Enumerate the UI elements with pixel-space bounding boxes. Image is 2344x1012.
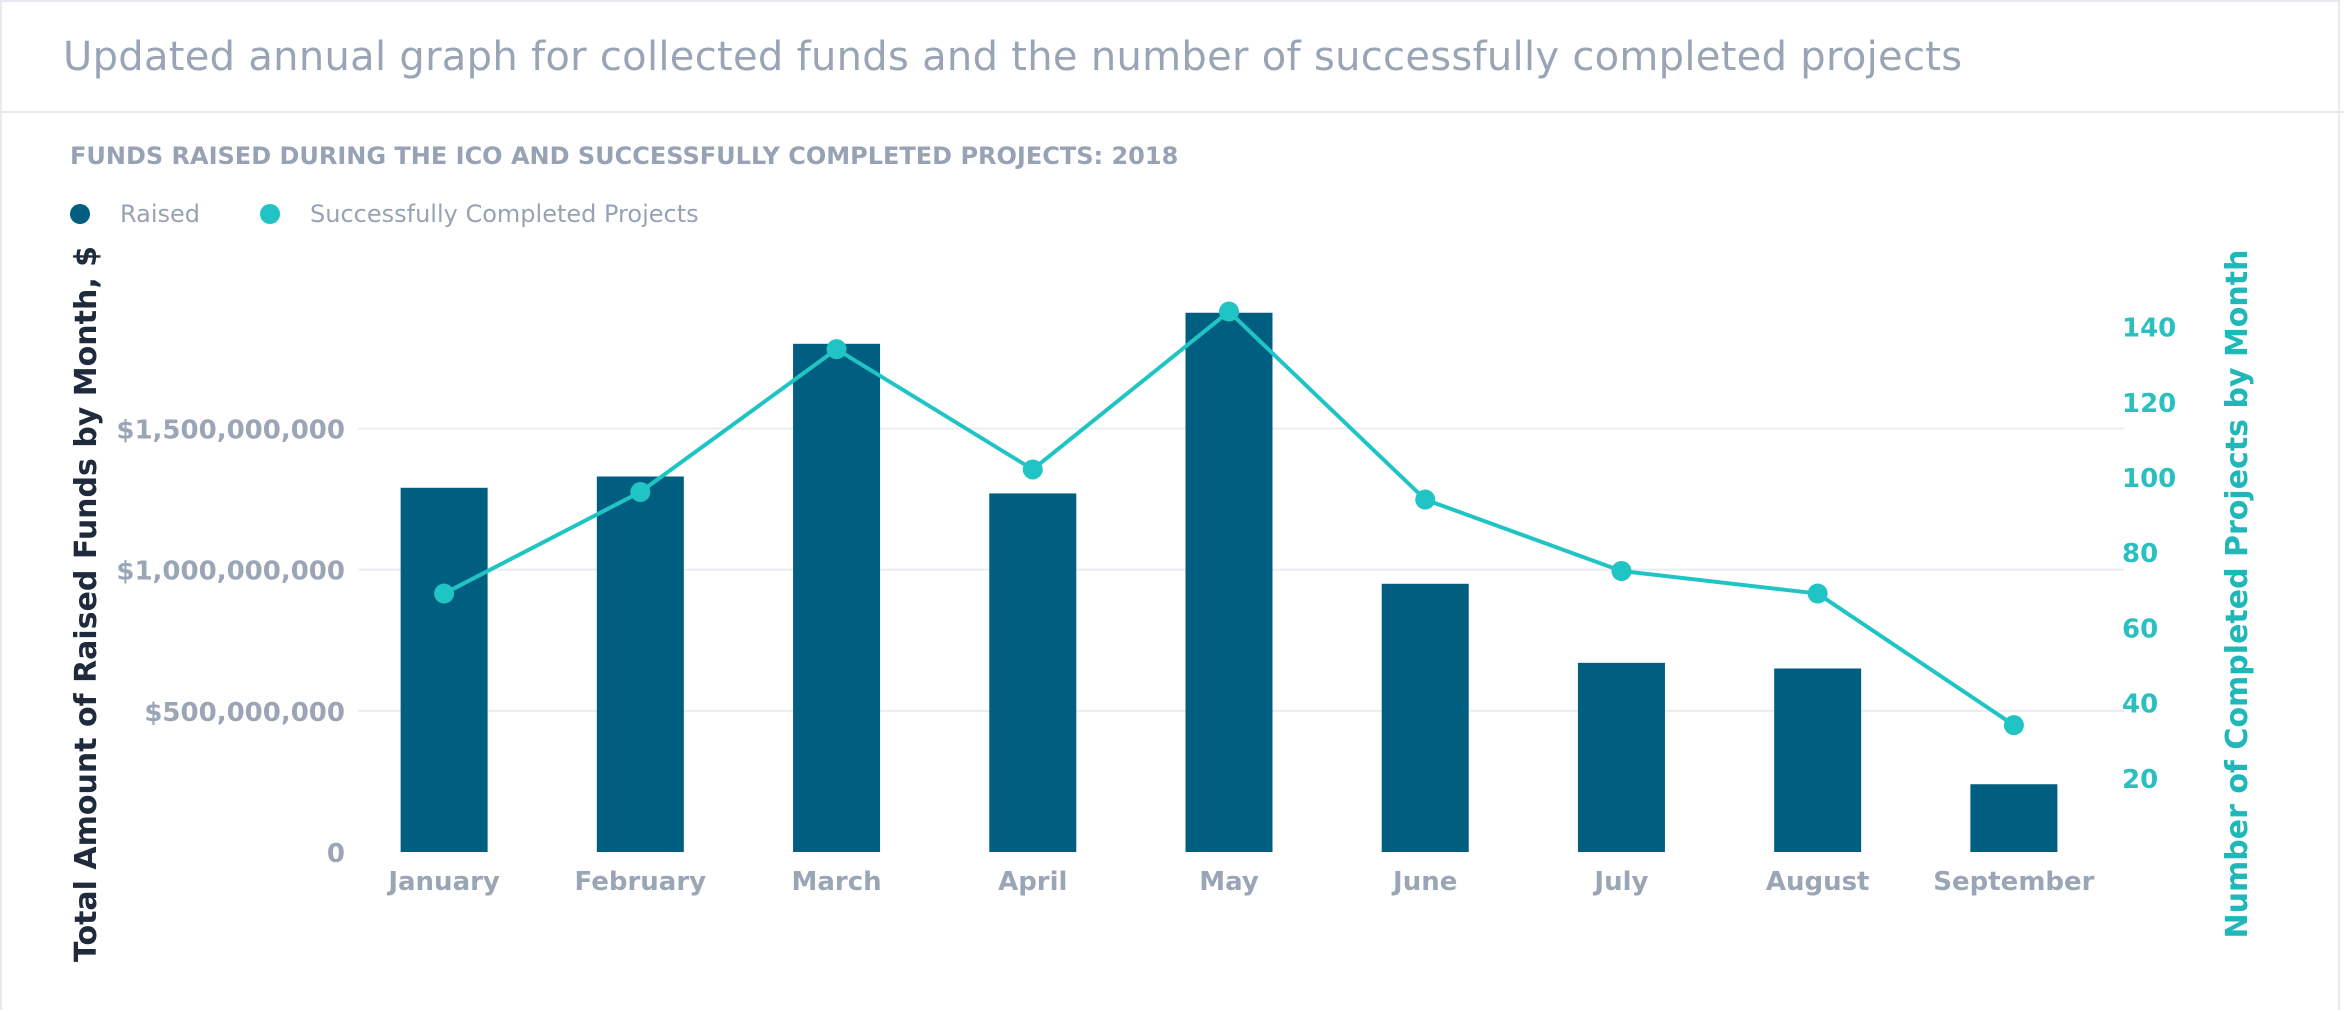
projects-point-september xyxy=(2003,715,2024,736)
legend-dot-raised-icon xyxy=(70,204,90,224)
page-title: Updated annual graph for collected funds… xyxy=(63,34,1963,80)
right-tick-label-5: 120 xyxy=(2122,389,2176,419)
projects-point-january xyxy=(434,583,455,604)
x-tick-label-june: June xyxy=(1391,867,1457,897)
x-tick-label-may: May xyxy=(1199,867,1259,897)
right-axis-label: Number of Completed Projects by Month xyxy=(2220,250,2255,939)
legend-item-projects[interactable]: Successfully Completed Projects xyxy=(260,200,699,228)
bar-september xyxy=(1970,784,2058,852)
left-tick-label-1: $500,000,000 xyxy=(144,698,345,728)
x-tick-label-march: March xyxy=(791,867,881,897)
x-tick-label-july: July xyxy=(1592,867,1648,897)
x-tick-label-february: February xyxy=(575,867,707,897)
projects-point-may xyxy=(1219,301,1239,322)
line-series-projects xyxy=(434,301,2024,736)
left-tick-label-2: $1,000,000,000 xyxy=(116,557,345,587)
right-tick-label-3: 80 xyxy=(2122,539,2158,569)
right-tick-label-6: 140 xyxy=(2122,314,2176,344)
x-tick-label-august: August xyxy=(1766,867,1870,897)
x-tick-label-january: January xyxy=(386,867,500,897)
bar-august xyxy=(1774,668,1862,852)
right-tick-label-4: 100 xyxy=(2122,464,2176,494)
bar-april xyxy=(989,493,1077,852)
left-axis-ticks: 0 $500,000,000 $1,000,000,000 $1,500,000,00… xyxy=(116,416,345,870)
bar-july xyxy=(1577,662,1665,852)
x-tick-label-september: September xyxy=(1933,867,2094,897)
left-axis-label: Total Amount of Raised Funds by Month, $ xyxy=(69,246,104,962)
x-tick-label-april: April xyxy=(998,867,1067,897)
right-tick-label-0: 20 xyxy=(2122,765,2158,795)
bar-february xyxy=(596,476,684,852)
bar-june xyxy=(1381,583,1469,852)
left-tick-label-0: 0 xyxy=(327,839,345,869)
right-tick-label-2: 60 xyxy=(2122,614,2158,644)
x-axis-ticks: January February March April May June July Augu… xyxy=(386,867,2094,897)
page-header: Updated annual graph for collected funds… xyxy=(0,0,2344,113)
bar-series-raised xyxy=(400,312,2058,852)
legend-dot-projects-icon xyxy=(260,204,281,224)
projects-point-august xyxy=(1807,583,1828,604)
projects-point-march xyxy=(826,339,847,360)
bar-january xyxy=(400,487,488,852)
bar-march xyxy=(793,343,881,852)
right-tick-label-1: 40 xyxy=(2122,690,2158,720)
legend-item-raised[interactable]: Raised xyxy=(70,200,200,228)
projects-point-february xyxy=(630,482,651,503)
bar-may xyxy=(1185,312,1273,852)
chart-legend: Raised Successfully Completed Projects xyxy=(70,198,759,230)
left-tick-label-3: $1,500,000,000 xyxy=(116,416,345,446)
right-axis-ticks: 20 40 60 80 100 120 140 xyxy=(2122,314,2176,795)
chart-title: FUNDS RAISED DURING THE ICO AND SUCCESSF… xyxy=(70,142,1179,170)
legend-label-raised: Raised xyxy=(120,200,201,228)
projects-point-july xyxy=(1611,561,1632,581)
projects-point-june xyxy=(1415,489,1436,510)
projects-point-april xyxy=(1022,459,1043,480)
legend-label-projects: Successfully Completed Projects xyxy=(310,200,699,228)
